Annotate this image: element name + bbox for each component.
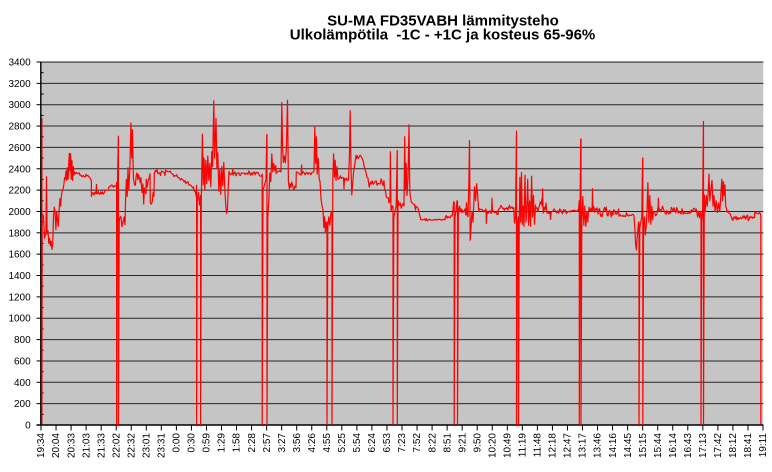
svg-text:18:41: 18:41 [743,433,754,458]
svg-text:19:11: 19:11 [758,433,769,458]
svg-text:0:00: 0:00 [172,433,183,453]
svg-text:1200: 1200 [8,292,31,303]
svg-text:1600: 1600 [8,250,31,261]
svg-text:SU-MA FD35VABH lämmitysteho: SU-MA FD35VABH lämmitysteho [327,12,559,29]
svg-text:1000: 1000 [8,314,31,325]
svg-text:4:55: 4:55 [322,433,333,453]
svg-text:12:18: 12:18 [548,433,559,458]
svg-text:1:29: 1:29 [217,433,228,453]
svg-text:2:28: 2:28 [247,433,258,453]
svg-text:23:01: 23:01 [141,433,152,458]
svg-text:3000: 3000 [8,100,31,111]
svg-text:22:02: 22:02 [111,433,122,458]
svg-text:400: 400 [14,378,31,389]
svg-text:1:58: 1:58 [232,433,243,453]
svg-text:0:59: 0:59 [202,433,213,453]
svg-text:Ulkolämpötila -1C - +1C ja ko: Ulkolämpötila -1C - +1C ja kosteus 65-96… [290,27,596,44]
svg-text:21:03: 21:03 [81,433,92,458]
svg-text:16:14: 16:14 [668,433,679,458]
svg-text:21:33: 21:33 [96,433,107,458]
svg-text:3200: 3200 [8,79,31,90]
svg-text:0: 0 [25,421,31,432]
svg-text:800: 800 [14,335,31,346]
svg-text:14:45: 14:45 [623,433,634,458]
svg-text:10:49: 10:49 [502,433,513,458]
svg-text:7:52: 7:52 [412,433,423,453]
svg-text:13:46: 13:46 [593,433,604,458]
svg-text:2400: 2400 [8,164,31,175]
svg-text:5:25: 5:25 [337,433,348,453]
svg-text:3400: 3400 [8,58,31,69]
svg-text:18:12: 18:12 [728,433,739,458]
svg-text:3:27: 3:27 [277,433,288,453]
svg-text:600: 600 [14,356,31,367]
svg-text:23:31: 23:31 [157,433,168,458]
svg-text:4:26: 4:26 [307,433,318,453]
svg-text:22:32: 22:32 [126,433,137,458]
svg-text:9:21: 9:21 [457,433,468,453]
svg-text:19:34: 19:34 [36,433,47,458]
svg-text:20:04: 20:04 [51,433,62,458]
svg-text:11:19: 11:19 [518,433,529,458]
svg-text:14:16: 14:16 [608,433,619,458]
svg-text:17:13: 17:13 [698,433,709,458]
svg-text:17:42: 17:42 [713,433,724,458]
svg-text:13:17: 13:17 [578,433,589,458]
svg-text:2000: 2000 [8,207,31,218]
svg-text:8:51: 8:51 [442,433,453,453]
svg-text:12:47: 12:47 [563,433,574,458]
svg-text:0:30: 0:30 [187,433,198,453]
svg-text:9:50: 9:50 [472,433,483,453]
svg-text:2600: 2600 [8,143,31,154]
svg-text:20:33: 20:33 [66,433,77,458]
svg-text:200: 200 [14,399,31,410]
svg-text:15:15: 15:15 [638,433,649,458]
svg-text:3:56: 3:56 [292,433,303,453]
svg-text:2200: 2200 [8,186,31,197]
svg-text:11:48: 11:48 [533,433,544,458]
svg-text:7:23: 7:23 [397,433,408,453]
svg-text:15:44: 15:44 [653,433,664,458]
svg-text:1400: 1400 [8,271,31,282]
svg-text:1800: 1800 [8,228,31,239]
svg-text:8:22: 8:22 [427,433,438,453]
svg-text:2800: 2800 [8,122,31,133]
svg-text:6:53: 6:53 [382,433,393,453]
svg-text:10:20: 10:20 [487,433,498,458]
svg-text:16:43: 16:43 [683,433,694,458]
svg-text:5:54: 5:54 [352,433,363,453]
svg-text:6:24: 6:24 [367,433,378,453]
svg-text:2:57: 2:57 [262,433,273,453]
